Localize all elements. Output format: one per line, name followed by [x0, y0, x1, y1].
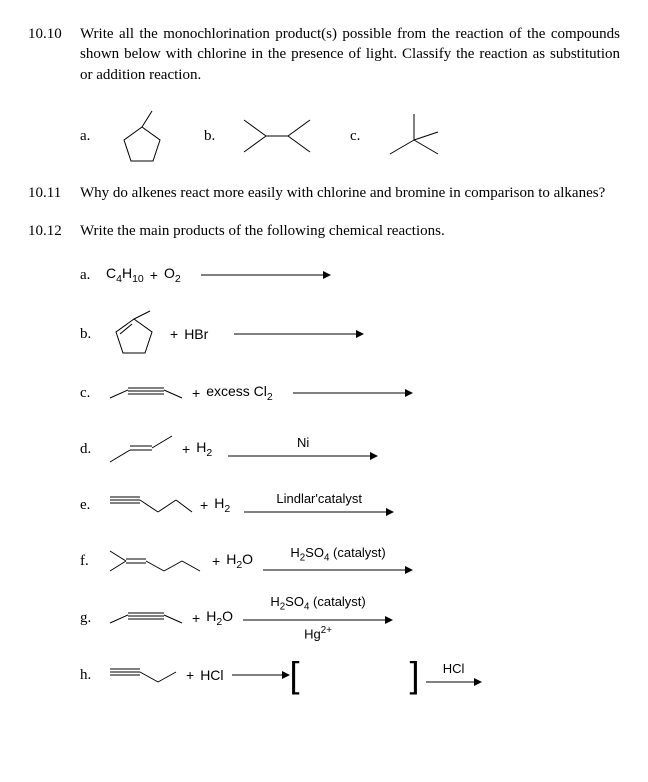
part-b: b.: [204, 112, 316, 160]
arrow-with-label: H2SO4 (catalyst) Hg2+: [243, 595, 393, 641]
arrow-with-label: HCl: [426, 662, 482, 688]
plus-sign: +: [206, 552, 226, 571]
part-label: d.: [80, 439, 106, 459]
structure-1-methylcyclopentene: [106, 309, 164, 359]
part-label: c.: [80, 383, 106, 403]
arrow-label-above: Ni: [297, 436, 309, 450]
plus-sign: +: [144, 266, 164, 285]
arrow-label-above: H2SO4 (catalyst): [270, 595, 365, 613]
bracket-close: ]: [410, 657, 420, 693]
part-d: d. + H2 Ni: [80, 427, 620, 471]
problem-text: Write the main products of the following…: [80, 221, 620, 241]
problem-10-11: 10.11 Why do alkenes react more easily w…: [28, 183, 620, 203]
problem-text: Write all the monochlorination product(s…: [80, 24, 620, 85]
part-a: a.: [80, 107, 170, 165]
reagent: HCl: [200, 666, 223, 685]
bracket-open: [: [290, 657, 300, 693]
part-label: b.: [204, 126, 230, 146]
structure-trans-2-butene: [106, 432, 176, 466]
part-label: f.: [80, 551, 106, 571]
part-g: g. + H2O H2SO4 (catalyst) Hg2+: [80, 595, 620, 641]
arrow-label-above: Lindlar'catalyst: [276, 492, 362, 506]
problem-number: 10.11: [28, 183, 80, 203]
structure-2-methyl-2-hexene: [106, 545, 206, 577]
problem-body: Write all the monochlorination product(s…: [80, 24, 620, 165]
reagent: O2: [164, 264, 181, 286]
reaction-arrow: [243, 614, 393, 626]
part-label: a.: [80, 265, 106, 285]
part-label: e.: [80, 495, 106, 515]
problem-text: Why do alkenes react more easily with ch…: [80, 183, 620, 203]
structure-1-pentyne: [106, 492, 194, 518]
reagent: H2: [196, 438, 212, 460]
reaction-arrow: [234, 328, 364, 340]
reaction-arrow: [426, 676, 482, 688]
plus-sign: +: [186, 609, 206, 628]
structure-neopentane: [384, 110, 444, 162]
arrow-label-above: HCl: [443, 662, 465, 676]
problem-10-10: 10.10 Write all the monochlorination pro…: [28, 24, 620, 165]
part-c: c. + excess Cl2: [80, 371, 620, 415]
part-label: c.: [350, 126, 376, 146]
arrow-with-label: Lindlar'catalyst: [244, 492, 394, 518]
reaction-arrow: [293, 387, 413, 399]
problem-10-12: 10.12 Write the main products of the fol…: [28, 221, 620, 697]
structure-methylcyclopentane: [114, 107, 170, 165]
part-label: h.: [80, 665, 106, 685]
part-f: f. + H2O H2SO4 (catalyst): [80, 539, 620, 583]
part-label: g.: [80, 608, 106, 628]
problem-number: 10.12: [28, 221, 80, 697]
plus-sign: +: [194, 496, 214, 515]
part-a: a. C4H10 + O2: [80, 253, 620, 297]
reaction-arrow: [263, 564, 413, 576]
reaction-arrow: [244, 506, 394, 518]
reaction-arrow: [228, 450, 378, 462]
problem-body: Write the main products of the following…: [80, 221, 620, 697]
plus-sign: +: [186, 384, 206, 403]
problem-number: 10.10: [28, 24, 80, 165]
part-label: b.: [80, 324, 106, 344]
structure-2-butyne: [106, 384, 186, 402]
reagent: H2: [214, 494, 230, 516]
structure-1-butyne: [106, 664, 180, 686]
part-label: a.: [80, 126, 106, 146]
structure-23dimethylbutane: [238, 112, 316, 160]
arrow-with-label: Ni: [228, 436, 378, 462]
plus-sign: +: [180, 666, 200, 685]
arrow-label-above: H2SO4 (catalyst): [290, 546, 385, 564]
reagent: H2O: [226, 550, 253, 572]
part-e: e. + H2 Lindlar'catalyst: [80, 483, 620, 527]
reaction-arrow: [232, 669, 290, 681]
arrow-label-below: Hg2+: [304, 626, 332, 642]
reagent: HBr: [184, 325, 208, 344]
reagent: excess Cl2: [206, 382, 273, 404]
plus-sign: +: [164, 325, 184, 344]
part-h: h. + HCl [ ] HCl: [80, 653, 620, 697]
part-c: c.: [350, 110, 444, 162]
arrow-with-label: H2SO4 (catalyst): [263, 546, 413, 576]
reaction-arrow: [201, 269, 331, 281]
reactant: C4H10: [106, 264, 144, 286]
plus-sign: +: [176, 440, 196, 459]
reagent: H2O: [206, 607, 233, 629]
part-b: b. + HBr: [80, 309, 620, 359]
structure-2-butyne: [106, 609, 186, 627]
